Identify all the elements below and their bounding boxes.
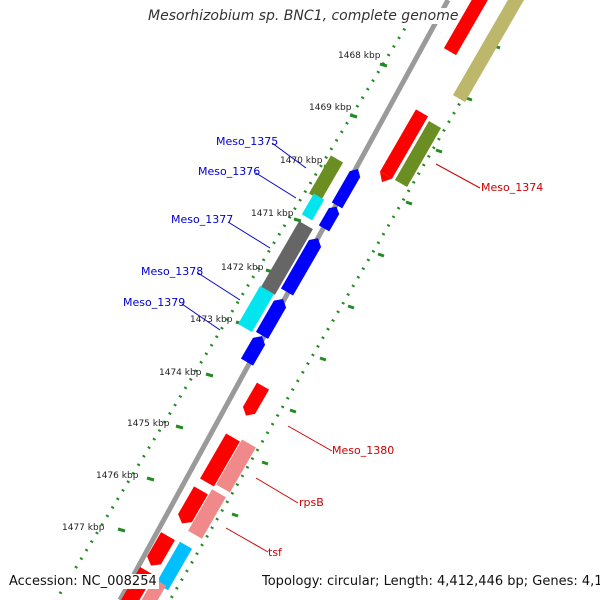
gene-block-olive[interactable] <box>394 121 442 187</box>
gene-label-meso-1374[interactable]: Meso_1374 <box>481 181 543 194</box>
gene-block-cyan[interactable] <box>238 285 274 333</box>
gene-arrow-blue[interactable] <box>318 204 342 232</box>
gene-block-olive[interactable] <box>308 155 344 201</box>
kbp-label: 1475 kbp <box>127 419 170 429</box>
accession-text: Accession: NC_008254 <box>9 574 159 589</box>
kbp-label: 1469 kbp <box>309 103 352 113</box>
gene-labels-right: Meso_1374 Meso_1380 rpsB tsf <box>268 181 543 559</box>
backbone-ring <box>117 0 451 600</box>
gene-arrow-blue[interactable] <box>331 166 363 209</box>
gene-block-pink[interactable] <box>137 578 167 600</box>
gene-block-cyan[interactable] <box>301 193 325 221</box>
gene-track-lower <box>118 382 270 600</box>
gene-block-khaki[interactable] <box>452 0 536 103</box>
gene-label-meso-1380[interactable]: Meso_1380 <box>332 444 394 457</box>
kbp-label: 1477 kbp <box>62 523 105 533</box>
kbp-ticks <box>117 44 501 533</box>
gene-label-meso-1375[interactable]: Meso_1375 <box>216 135 278 148</box>
kbp-label: 1474 kbp <box>159 368 202 378</box>
kbp-label: 1470 kbp <box>280 156 323 166</box>
gene-label-rpsb[interactable]: rpsB <box>299 496 324 509</box>
kbp-labels: 1468 kbp 1469 kbp 1470 kbp 1471 kbp 1472… <box>62 51 381 533</box>
gene-arrow-blue[interactable] <box>240 333 268 366</box>
gene-track-outer-right <box>379 0 536 187</box>
map-title: Mesorhizobium sp. BNC1, complete genome <box>148 8 459 24</box>
gene-block-cyan[interactable] <box>155 541 193 591</box>
outer-dot-ring-left <box>54 19 412 600</box>
gene-block-red[interactable] <box>200 433 240 487</box>
gene-track-left-upper <box>238 155 363 366</box>
gene-arrow-red[interactable] <box>175 486 208 527</box>
kbp-label: 1472 kbp <box>221 263 264 273</box>
gene-label-meso-1376[interactable]: Meso_1376 <box>198 165 260 178</box>
gene-arrow-red[interactable] <box>240 382 270 419</box>
gene-arrow-red[interactable] <box>144 532 175 569</box>
gene-labels-left: Meso_1375 Meso_1376 Meso_1377 Meso_1378 … <box>123 135 278 309</box>
kbp-label: 1476 kbp <box>96 471 139 481</box>
gene-block-pink[interactable] <box>188 489 226 539</box>
leader-lines-left <box>181 142 307 331</box>
gene-block-red[interactable] <box>443 0 505 56</box>
gene-block-pink[interactable] <box>216 439 256 493</box>
gene-label-tsf[interactable]: tsf <box>268 546 283 559</box>
gene-label-meso-1377[interactable]: Meso_1377 <box>171 213 233 226</box>
kbp-label: 1471 kbp <box>251 209 294 219</box>
gene-block-red[interactable] <box>379 109 429 179</box>
kbp-label: 1468 kbp <box>338 51 381 61</box>
gene-arrow-blue[interactable] <box>255 295 289 339</box>
gene-label-meso-1379[interactable]: Meso_1379 <box>123 296 185 309</box>
kbp-label: 1473 kbp <box>190 315 233 325</box>
gene-label-meso-1378[interactable]: Meso_1378 <box>141 265 203 278</box>
gene-block-gray[interactable] <box>261 221 313 295</box>
leader-lines-right <box>225 163 481 553</box>
gene-arrow-blue[interactable] <box>280 235 324 296</box>
topology-text: Topology: circular; Length: 4,412,446 bp… <box>262 574 600 589</box>
